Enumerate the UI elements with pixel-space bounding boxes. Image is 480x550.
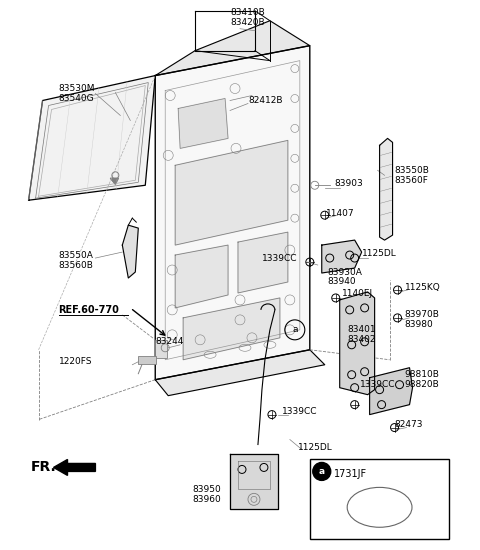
Polygon shape bbox=[370, 368, 412, 415]
Text: 83244: 83244 bbox=[155, 337, 184, 346]
Text: 82412B: 82412B bbox=[248, 96, 282, 105]
Text: 98820B: 98820B bbox=[405, 380, 439, 389]
Text: 98810B: 98810B bbox=[405, 370, 439, 379]
Text: 1125KQ: 1125KQ bbox=[405, 283, 440, 293]
Text: 83970B: 83970B bbox=[405, 310, 439, 320]
Text: 1220FS: 1220FS bbox=[59, 358, 92, 366]
Bar bbox=[138, 356, 156, 364]
Text: FR.: FR. bbox=[31, 460, 56, 475]
Text: 83980: 83980 bbox=[405, 320, 433, 329]
Text: 83420B: 83420B bbox=[231, 18, 265, 28]
Text: 83960: 83960 bbox=[192, 495, 221, 504]
Polygon shape bbox=[230, 454, 278, 509]
Text: 83940: 83940 bbox=[328, 278, 356, 287]
Text: 83950: 83950 bbox=[192, 485, 221, 494]
Text: 83401: 83401 bbox=[348, 326, 376, 334]
Text: a: a bbox=[319, 467, 325, 476]
Text: 1125DL: 1125DL bbox=[298, 443, 333, 452]
Polygon shape bbox=[122, 225, 138, 278]
Polygon shape bbox=[175, 245, 228, 308]
Text: 1339CC: 1339CC bbox=[263, 254, 298, 262]
FancyArrow shape bbox=[54, 459, 96, 475]
Polygon shape bbox=[175, 140, 288, 245]
Polygon shape bbox=[380, 139, 393, 240]
Polygon shape bbox=[238, 232, 288, 293]
Polygon shape bbox=[155, 350, 325, 395]
Polygon shape bbox=[183, 298, 280, 360]
Text: 1339CC: 1339CC bbox=[360, 380, 395, 389]
Text: 83540G: 83540G bbox=[59, 94, 94, 103]
Circle shape bbox=[313, 463, 331, 480]
Text: 83560F: 83560F bbox=[395, 176, 429, 185]
Text: 83410B: 83410B bbox=[230, 8, 265, 17]
Polygon shape bbox=[155, 21, 310, 75]
Polygon shape bbox=[322, 240, 361, 273]
Text: 1140EJ: 1140EJ bbox=[342, 289, 373, 299]
Text: 83550A: 83550A bbox=[59, 251, 94, 260]
Text: 83550B: 83550B bbox=[395, 166, 430, 175]
Text: 83530M: 83530M bbox=[59, 84, 95, 93]
Text: 83402: 83402 bbox=[348, 336, 376, 344]
Text: 11407: 11407 bbox=[326, 208, 354, 218]
Polygon shape bbox=[178, 98, 228, 148]
Text: 1339CC: 1339CC bbox=[282, 407, 317, 416]
Text: 1731JF: 1731JF bbox=[334, 469, 367, 480]
Text: 83560B: 83560B bbox=[59, 261, 94, 270]
Bar bbox=[310, 459, 449, 539]
Text: a: a bbox=[292, 326, 298, 334]
Polygon shape bbox=[155, 46, 310, 380]
Text: 1125DL: 1125DL bbox=[361, 249, 396, 257]
Text: 83903: 83903 bbox=[335, 179, 363, 188]
Text: 83930A: 83930A bbox=[328, 267, 362, 277]
Text: 82473: 82473 bbox=[395, 420, 423, 429]
Text: REF.60-770: REF.60-770 bbox=[59, 305, 120, 315]
Polygon shape bbox=[29, 75, 155, 200]
Polygon shape bbox=[340, 292, 374, 395]
Bar bbox=[155, 340, 167, 358]
Polygon shape bbox=[110, 178, 119, 184]
